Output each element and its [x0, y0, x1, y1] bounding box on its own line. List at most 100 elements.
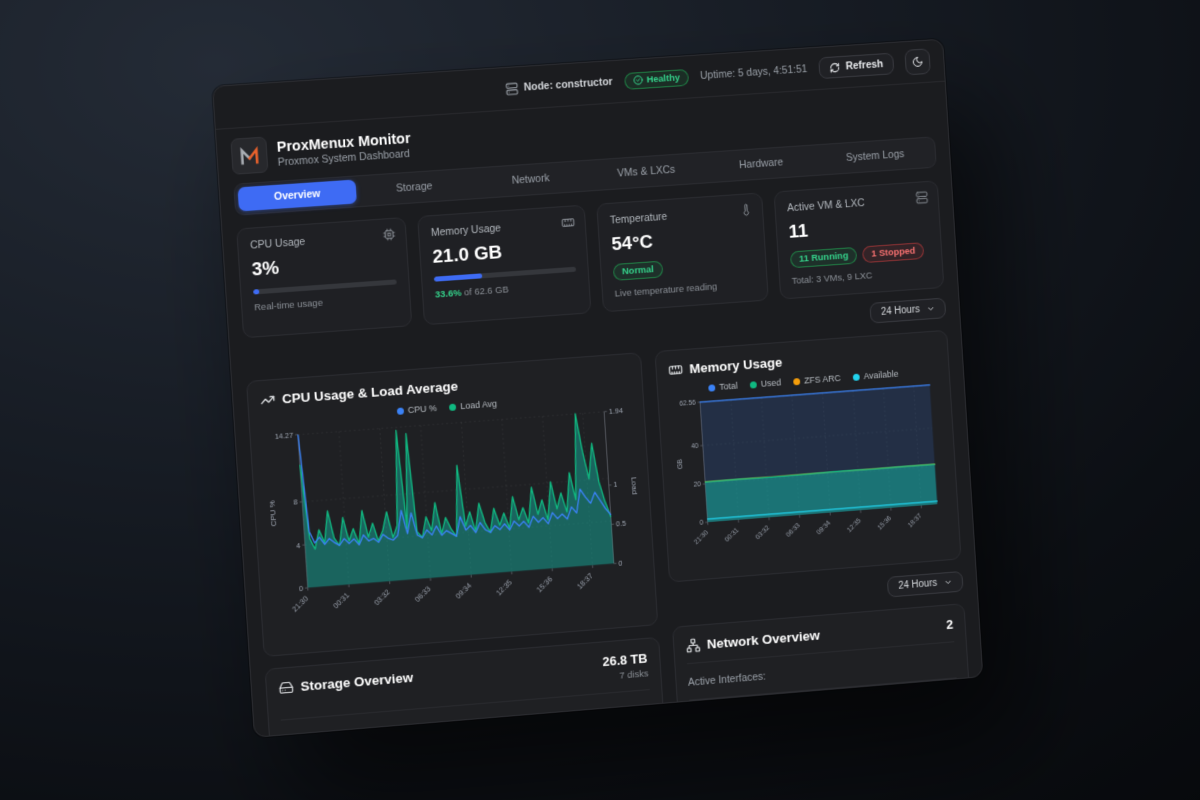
tab-hardware[interactable]: Hardware [738, 156, 784, 172]
chevron-down-icon [926, 304, 935, 313]
vm-count-value: 11 [788, 220, 809, 243]
memory-time-range-select[interactable]: 24 Hours [887, 570, 964, 598]
svg-text:21:30: 21:30 [290, 594, 310, 614]
content-columns: CPU Usage & Load Average CPU % Load Avg 0… [246, 329, 972, 738]
svg-text:00:31: 00:31 [331, 591, 351, 611]
memory-progress-track [433, 266, 577, 282]
memory-chart-icon [668, 362, 683, 378]
svg-text:CPU %: CPU % [268, 500, 279, 527]
svg-text:09:34: 09:34 [454, 581, 473, 600]
trending-up-icon [260, 392, 276, 408]
cpu-load-chart: 0 4 8 14.27 21:30 00:31 03:32 06:33 09:34 12:35 15… [268, 406, 639, 614]
thermometer-icon [739, 203, 752, 217]
svg-text:8: 8 [293, 498, 298, 507]
cpu-load-panel: CPU Usage & Load Average CPU % Load Avg 0… [246, 352, 658, 657]
dashboard-window: Node: constructor Healthy Uptime: 5 days… [212, 38, 984, 738]
svg-text:12:35: 12:35 [494, 578, 513, 597]
tab-overview[interactable]: Overview [237, 179, 357, 212]
network-title: Network Overview [706, 627, 821, 652]
svg-text:15:36: 15:36 [876, 515, 893, 532]
cpu-icon [382, 228, 396, 242]
memory-usage-panel: Memory Usage Total Used ZFS ARC Available 0… [654, 329, 962, 583]
memory-card-title: Memory Usage [430, 222, 502, 240]
svg-text:18:37: 18:37 [575, 571, 594, 590]
memory-usage-card: Memory Usage 21.0 GB 33.6% of 62.6 GB [417, 204, 592, 326]
svg-text:0: 0 [618, 558, 623, 567]
temperature-caption: Live temperature reading [614, 281, 718, 300]
svg-text:12:35: 12:35 [846, 517, 863, 534]
network-overview-card: Network Overview 2 Active Interfaces: [671, 603, 972, 738]
vm-caption: Total: 3 VMs, 9 LXC [791, 270, 873, 287]
svg-text:0: 0 [699, 520, 703, 527]
app-header: ProxMenux Monitor Proxmox System Dashboa… [216, 82, 948, 185]
cpu-progress-track [253, 279, 397, 295]
node-label: Node: constructor [523, 75, 613, 94]
refresh-icon [829, 62, 840, 73]
hard-drive-icon [278, 680, 294, 696]
svg-text:0.5: 0.5 [616, 519, 627, 529]
svg-text:15:36: 15:36 [535, 575, 554, 594]
tab-vms-lxcs[interactable]: VMs & LXCs [616, 163, 676, 180]
svg-text:Load: Load [629, 477, 639, 495]
memory-icon [561, 215, 576, 230]
svg-text:00:31: 00:31 [724, 527, 741, 544]
temperature-card: Temperature 54°C Normal Live temperature… [596, 192, 769, 313]
svg-text:GB: GB [676, 458, 684, 469]
left-column: CPU Usage & Load Average CPU % Load Avg 0… [246, 352, 666, 738]
tab-system-logs[interactable]: System Logs [845, 148, 905, 164]
temperature-status-badge: Normal [612, 260, 664, 281]
proxmenux-logo [230, 136, 269, 175]
tab-network[interactable]: Network [511, 172, 550, 187]
theme-toggle-button[interactable] [904, 48, 931, 76]
server-icon [505, 82, 519, 96]
memory-progress-fill [433, 273, 482, 282]
storage-disk-count-value: 7 disks [619, 668, 649, 682]
memory-chart: 0 20 40 62.56 21:30 00:31 03:32 06:33 09:34 12:35… [676, 376, 949, 546]
svg-text:40: 40 [691, 443, 699, 450]
network-icon [685, 637, 700, 653]
svg-text:1.94: 1.94 [608, 406, 623, 416]
svg-text:03:32: 03:32 [754, 524, 771, 541]
chevron-down-icon [944, 578, 953, 587]
svg-text:09:34: 09:34 [815, 520, 832, 537]
memory-caption: 33.6% of 62.6 GB [434, 284, 509, 301]
server-stack-icon [915, 191, 928, 205]
svg-text:0: 0 [299, 584, 304, 593]
svg-text:62.56: 62.56 [679, 400, 696, 408]
temperature-card-title: Temperature [609, 210, 668, 227]
svg-text:06:33: 06:33 [413, 584, 433, 603]
cpu-caption: Real-time usage [253, 297, 324, 314]
svg-text:14.27: 14.27 [274, 430, 293, 440]
health-badge: Healthy [623, 68, 690, 90]
check-circle-icon [633, 75, 643, 85]
cpu-card-title: CPU Usage [249, 235, 306, 252]
svg-text:06:33: 06:33 [785, 522, 802, 539]
storage-total-capacity-value: 26.8 TB [601, 650, 648, 670]
moon-icon [912, 56, 924, 68]
temperature-value: 54°C [610, 231, 654, 256]
active-vm-lxc-card: Active VM & LXC 11 11 Running 1 Stopped … [773, 180, 945, 300]
interface-chip[interactable] [689, 709, 719, 731]
memory-chart-title: Memory Usage [688, 354, 783, 377]
svg-text:20: 20 [693, 482, 701, 489]
node-info: Node: constructor [505, 75, 613, 95]
svg-text:1: 1 [613, 480, 618, 489]
vms-stopped-badge: 1 Stopped [862, 242, 925, 264]
storage-title: Storage Overview [300, 669, 414, 694]
cpu-value: 3% [251, 257, 280, 281]
tab-storage[interactable]: Storage [395, 180, 433, 195]
time-range-select[interactable]: 24 Hours [869, 297, 947, 324]
active-interfaces-count: 2 [945, 616, 954, 632]
refresh-button[interactable]: Refresh [818, 52, 895, 80]
svg-text:03:32: 03:32 [372, 587, 392, 607]
memory-value: 21.0 GB [431, 242, 503, 268]
svg-text:21:30: 21:30 [693, 529, 710, 546]
cpu-chart-title: CPU Usage & Load Average [281, 378, 459, 407]
vms-running-badge: 11 Running [789, 246, 858, 269]
uptime-label: Uptime: 5 days, 4:51:51 [699, 63, 808, 82]
cpu-progress-fill [253, 289, 260, 295]
cpu-usage-card: CPU Usage 3% Real-time usage [236, 216, 413, 339]
svg-text:18:37: 18:37 [907, 512, 923, 529]
right-column: Memory Usage Total Used ZFS ARC Available 0… [654, 329, 972, 738]
svg-text:4: 4 [296, 541, 301, 550]
